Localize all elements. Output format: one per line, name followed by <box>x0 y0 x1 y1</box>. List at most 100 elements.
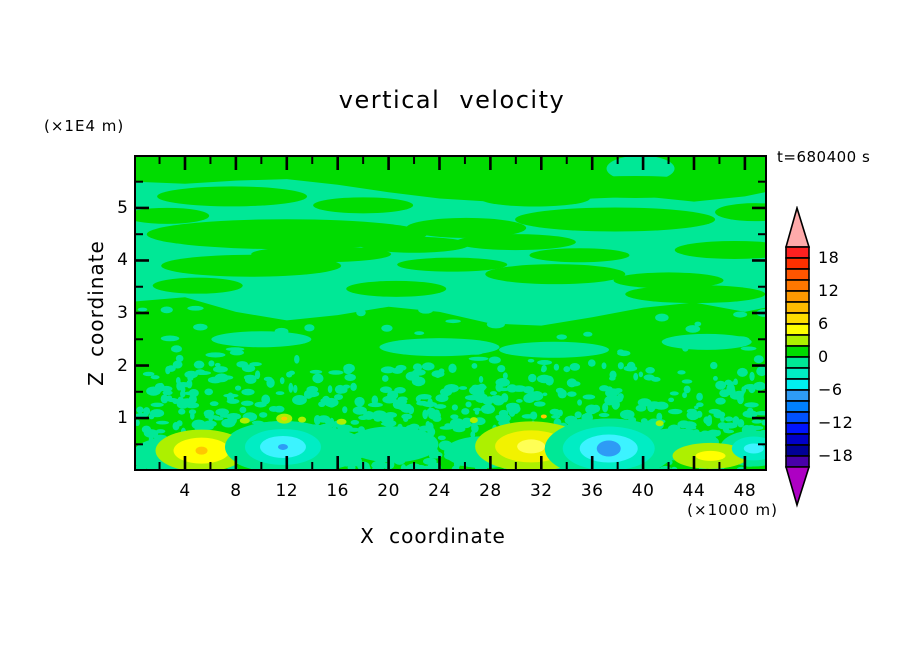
speckle <box>645 367 655 374</box>
green-streak <box>397 257 508 272</box>
colorbar-segment <box>785 422 810 435</box>
speckle <box>203 420 217 428</box>
speckle <box>144 461 155 469</box>
speckle <box>696 402 704 408</box>
speckle <box>179 398 196 405</box>
speckle <box>464 395 480 401</box>
speckle <box>401 466 416 469</box>
small-speck <box>281 416 288 421</box>
speckle <box>467 436 476 444</box>
colorbar-segment <box>785 367 810 380</box>
speckle <box>587 359 596 367</box>
speckle <box>395 364 407 371</box>
colorbar-tick-label: 18 <box>818 248 840 267</box>
speckle <box>450 425 460 429</box>
speckle <box>166 365 176 372</box>
speckle <box>417 393 432 400</box>
speckle <box>533 401 546 407</box>
speckle <box>170 345 183 353</box>
speckle <box>753 355 764 364</box>
speckle <box>352 458 362 464</box>
speckle <box>685 325 701 333</box>
speckle <box>683 385 691 394</box>
speckle <box>223 393 239 398</box>
small-speck <box>469 417 478 424</box>
speckle <box>214 373 229 383</box>
speckle <box>667 424 681 435</box>
speckle <box>371 415 383 420</box>
speckle <box>448 363 457 373</box>
speckle <box>382 395 397 404</box>
speckle <box>241 388 255 396</box>
green-streak <box>674 240 765 259</box>
speckle <box>423 457 437 465</box>
speckle <box>486 320 505 329</box>
speckle <box>204 413 212 418</box>
speckle <box>399 428 414 434</box>
chart-title: vertical velocity <box>338 86 566 114</box>
speckle <box>275 391 285 396</box>
speckle <box>564 415 578 425</box>
speckle <box>690 432 699 441</box>
speckle <box>342 406 348 414</box>
x-tick-label: 24 <box>428 481 451 501</box>
speckle <box>694 405 699 410</box>
speckle <box>350 419 360 425</box>
speckle <box>614 388 623 393</box>
speckle <box>590 306 599 310</box>
speckle <box>668 397 675 403</box>
colorbar-tick-label: 0 <box>818 347 829 366</box>
x-tick-label: 44 <box>682 481 706 501</box>
speckle <box>743 384 756 390</box>
speckle <box>682 392 688 399</box>
speckle <box>160 385 173 392</box>
speckle <box>438 440 453 451</box>
speckle <box>694 321 702 327</box>
speckle <box>425 451 439 456</box>
speckle <box>723 422 738 429</box>
green-streak <box>479 190 590 207</box>
green-streak <box>555 175 716 198</box>
speckle <box>605 386 614 394</box>
speckle <box>557 409 563 417</box>
speckle <box>633 372 639 381</box>
speckle <box>537 360 553 365</box>
speckle <box>742 410 758 418</box>
mint-patch <box>211 331 312 348</box>
speckle <box>372 452 388 460</box>
colorbar-segment <box>785 312 810 325</box>
speckle <box>243 374 257 381</box>
colorbar-segment <box>785 411 810 424</box>
speckle <box>327 385 333 394</box>
colorbar-segment <box>785 334 810 347</box>
speckle <box>334 394 344 400</box>
colorbar-segment <box>785 290 810 303</box>
speckle <box>191 419 207 430</box>
speckle <box>187 305 204 311</box>
speckle <box>466 349 484 355</box>
speckle <box>292 395 307 406</box>
speckle <box>553 363 560 371</box>
speckle <box>471 363 478 369</box>
green-streak <box>529 248 630 263</box>
speckle <box>372 466 382 469</box>
speckle <box>669 391 679 396</box>
colorbar-tick-label: −18 <box>818 446 854 465</box>
updraft-core <box>195 446 208 455</box>
speckle <box>451 404 458 411</box>
speckle <box>180 390 186 398</box>
speckle <box>312 373 324 384</box>
downdraft-core <box>596 440 621 457</box>
speckle <box>451 465 460 469</box>
speckle <box>155 429 166 434</box>
speckle <box>331 425 337 436</box>
x-tick-label: 8 <box>230 481 242 501</box>
speckle <box>677 370 686 375</box>
speckle <box>414 432 429 443</box>
speckle <box>557 389 567 399</box>
x-tick-label: 16 <box>326 481 349 501</box>
x-tick-label: 28 <box>479 481 502 501</box>
speckle <box>732 416 740 425</box>
speckle <box>741 424 752 435</box>
timestamp-label: t=680400 s <box>777 148 871 166</box>
